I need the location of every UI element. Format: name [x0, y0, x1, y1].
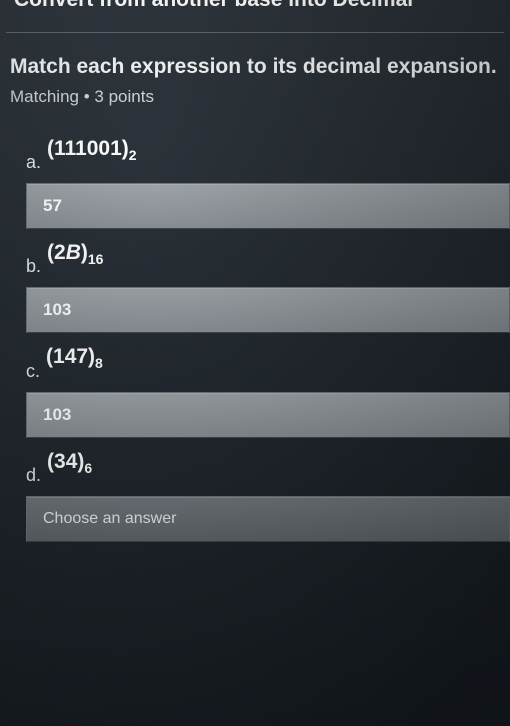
answer-placeholder: Choose an answer [43, 510, 176, 528]
expression-row: b. (2B)16 [20, 251, 510, 277]
matching-item-a: a. (111001)2 57 [20, 147, 510, 229]
answer-value: 103 [43, 300, 71, 320]
expression: (111001)2 [47, 137, 137, 163]
answer-value: 103 [43, 405, 71, 425]
expression-subscript: 6 [84, 460, 92, 476]
answer-dropdown[interactable]: 103 [26, 287, 510, 333]
expression-main: (111001) [47, 137, 129, 160]
expression-row: d. (34)6 [20, 460, 510, 486]
expression: (34)6 [47, 450, 92, 476]
expression: (147)8 [46, 345, 103, 371]
section-header-cutoff: Convert from another base into Decimal [0, 0, 510, 18]
question-meta: Matching • 3 points [0, 85, 510, 125]
item-letter: b. [26, 256, 41, 277]
item-letter: d. [26, 465, 41, 486]
expression-subscript: 2 [129, 147, 137, 163]
question-points: 3 points [94, 87, 154, 106]
matching-item-c: c. (147)8 103 [20, 355, 510, 437]
matching-item-b: b. (2B)16 103 [20, 251, 510, 333]
expression-row: a. (111001)2 [20, 147, 510, 173]
answer-dropdown[interactable]: 103 [26, 392, 510, 438]
item-letter: c. [26, 361, 40, 382]
expression-row: c. (147)8 [20, 355, 510, 381]
expression-main: (147) [46, 345, 95, 368]
item-letter: a. [26, 152, 41, 173]
question-prompt: Match each expression to its decimal exp… [0, 33, 510, 85]
answer-dropdown[interactable]: Choose an answer [26, 496, 510, 542]
matching-items: a. (111001)2 57 b. (2B)16 103 c. (147)8 [0, 147, 510, 542]
expression-subscript: 8 [95, 356, 103, 372]
expression-main: (34) [47, 450, 84, 473]
expression: (2B)16 [47, 241, 103, 267]
matching-item-d: d. (34)6 Choose an answer [20, 460, 510, 542]
expression-subscript: 16 [88, 251, 104, 267]
expression-main: (2B) [47, 241, 88, 264]
answer-value: 57 [43, 196, 62, 216]
meta-separator: • [84, 87, 95, 106]
question-type: Matching [10, 87, 79, 106]
answer-dropdown[interactable]: 57 [26, 183, 510, 229]
